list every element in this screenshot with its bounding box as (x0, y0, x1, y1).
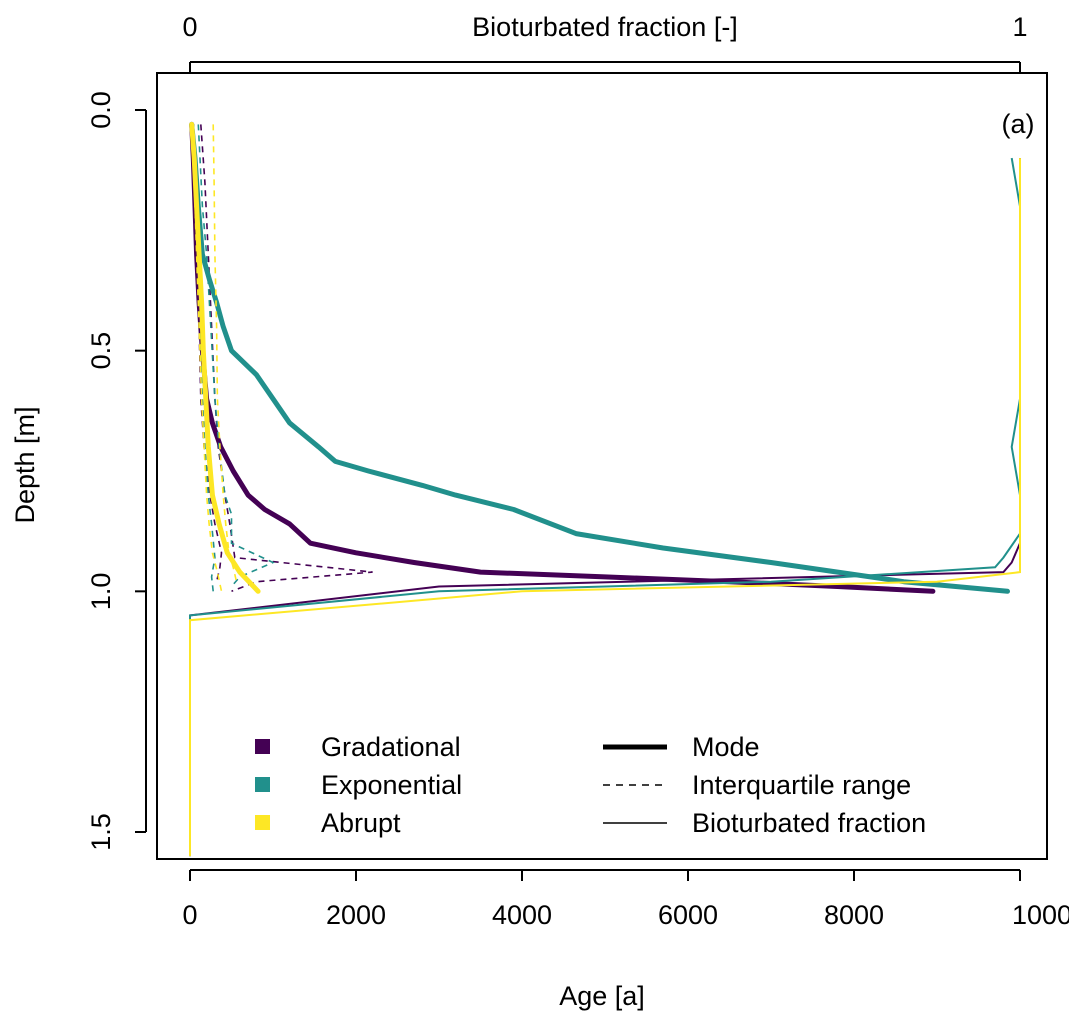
mode-line-abrupt (189, 121, 261, 594)
legend-label-interquartile-range: Interquartile range (692, 770, 911, 800)
x-tick-label-8000: 8000 (824, 900, 884, 930)
legend-label-bioturbated-fraction: Bioturbated fraction (692, 808, 926, 838)
curves-layer (189, 121, 1021, 857)
iqr-low-line-abrupt (190, 124, 223, 592)
biot-fraction-line-gradational (189, 158, 1021, 857)
x-tick-label-4000: 4000 (492, 900, 552, 930)
top-tick-label-0: 0 (182, 12, 197, 42)
top-tick-label-1: 1 (1012, 12, 1027, 42)
biot-fraction-line-exponential (189, 157, 1021, 857)
y-axis-label: Depth [m] (10, 406, 40, 523)
x-tick-label-6000: 6000 (658, 900, 718, 930)
legend-label-exponential: Exponential (321, 770, 462, 800)
panel-label: (a) (1002, 109, 1035, 139)
iqr-high-line-exponential (197, 124, 275, 588)
mode-line-gradational (189, 121, 936, 594)
y-tick-label-2: 1.0 (86, 573, 116, 611)
legend-swatch-exponential (255, 777, 270, 792)
biot-fraction-line-abrupt (189, 158, 1021, 857)
y-tick-label-3: 1.5 (86, 813, 116, 851)
y-tick-label-1: 0.5 (86, 332, 116, 370)
legend-label-mode: Mode (692, 732, 760, 762)
x-tick-label-2000: 2000 (326, 900, 386, 930)
x-axis-label: Age [a] (559, 981, 645, 1011)
y-tick-label-0: 0.0 (86, 91, 116, 129)
x-tick-label-0: 0 (182, 900, 197, 930)
plot-frame (156, 72, 1048, 860)
legend-swatch-gradational (255, 739, 270, 754)
mode-line-exponential (189, 121, 1010, 594)
legend-label-gradational: Gradational (321, 732, 461, 762)
legend-label-abrupt: Abrupt (321, 808, 401, 838)
legend: Gradational Exponential Abrupt Mode Interqua… (255, 732, 926, 838)
legend-swatch-abrupt (255, 815, 270, 830)
top-axis-label: Bioturbated fraction [-] (472, 12, 738, 42)
